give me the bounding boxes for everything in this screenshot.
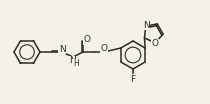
Text: F: F: [130, 74, 136, 84]
Text: N: N: [143, 21, 150, 30]
Text: N: N: [59, 45, 65, 53]
Text: O: O: [151, 39, 158, 48]
Text: O: O: [101, 44, 108, 53]
Text: N: N: [70, 56, 76, 65]
Text: H: H: [73, 59, 79, 68]
Text: O: O: [83, 35, 90, 45]
